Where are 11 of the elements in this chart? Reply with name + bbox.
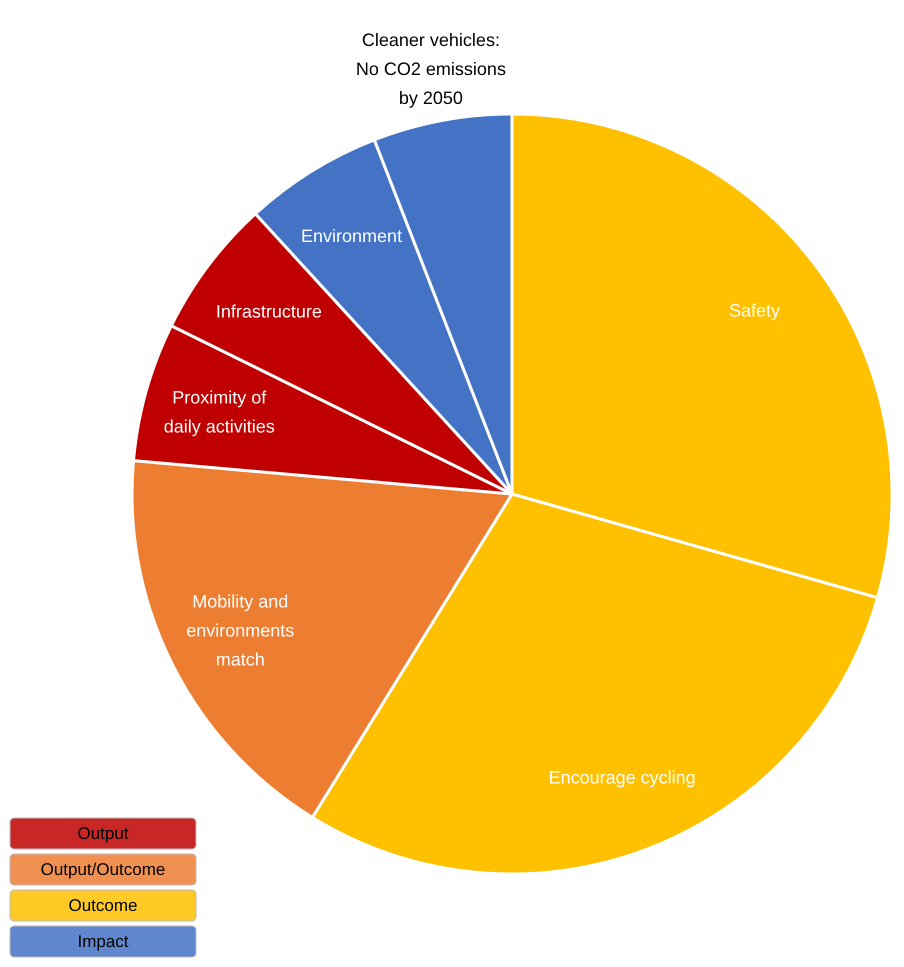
slice-label: Proximity of daily activities <box>164 387 275 436</box>
text: Output/Outcome <box>40 860 166 879</box>
slice-label: Encourage cycling <box>548 767 696 788</box>
text: Output <box>77 824 129 843</box>
text: Outcome <box>68 896 138 915</box>
slice-label: Mobility and environments match <box>186 591 294 670</box>
slice-label: Environment <box>301 226 402 246</box>
text: Impact <box>77 932 129 951</box>
slice-label: Infrastructure <box>216 301 322 322</box>
slice-label: Safety <box>729 300 780 321</box>
slice-label: Cleaner vehicles: No CO2 emissions by 2050 <box>356 30 506 108</box>
